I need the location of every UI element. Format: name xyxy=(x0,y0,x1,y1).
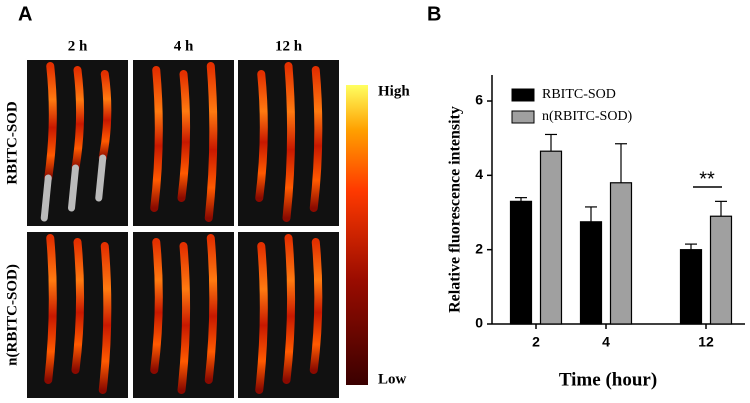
tissue-strand xyxy=(309,66,323,212)
colorbar-low: Low xyxy=(378,371,407,387)
column-label: 2 h xyxy=(68,38,88,54)
colorbar xyxy=(346,85,368,385)
error-bar xyxy=(685,243,697,250)
error-bar xyxy=(515,197,527,202)
error-bar xyxy=(545,133,557,152)
tissue-strand xyxy=(177,242,191,394)
y-tick-label: 6 xyxy=(475,92,483,108)
legend-label: RBITC-SOD xyxy=(542,87,616,102)
y-tick-label: 2 xyxy=(475,240,483,256)
tissue-strand xyxy=(71,66,85,172)
x-tick-label: 2 xyxy=(532,334,540,350)
bar-chart: 0 2 4 6 Relative fluorescence intensity Time … xyxy=(447,75,745,390)
legend-swatch xyxy=(511,88,535,102)
panel-label: B xyxy=(427,3,441,25)
significance-label: ** xyxy=(699,168,715,190)
y-tick-label: 0 xyxy=(475,315,483,331)
bar xyxy=(609,182,633,325)
bar xyxy=(679,249,703,325)
tissue-strand xyxy=(282,234,296,384)
x-axis-title: Time (hour) xyxy=(559,369,657,390)
error-bar xyxy=(715,200,727,217)
panel-label: A xyxy=(18,3,32,25)
error-bar xyxy=(615,143,627,183)
tissue-strand xyxy=(282,62,296,222)
x-tick-label: 12 xyxy=(698,334,714,350)
tissue-strand xyxy=(150,66,163,212)
row-label: n(RBITC-SOD) xyxy=(4,264,20,366)
tissue-strand xyxy=(150,238,163,374)
tissue-strand xyxy=(44,234,57,384)
bar xyxy=(579,221,603,325)
row-label: RBITC-SOD xyxy=(4,101,20,185)
tissue-strand xyxy=(204,234,218,384)
legend-label: n(RBITC-SOD) xyxy=(542,109,633,124)
column-label: 12 h xyxy=(275,38,303,54)
error-bar xyxy=(585,206,597,222)
tissue-strand xyxy=(204,62,218,222)
tissue-strand xyxy=(255,242,268,394)
bar xyxy=(709,215,733,325)
tissue-strand-dim xyxy=(40,174,52,222)
colorbar-high: High xyxy=(378,83,410,99)
tissue-strand-dim xyxy=(95,154,107,202)
tissue-strand xyxy=(44,62,57,182)
column-label: 4 h xyxy=(174,38,194,54)
tissue-strand xyxy=(255,70,268,202)
image-grid: 2 h 4 h 12 h RBITC-SOD n(RBITC-SOD) xyxy=(4,38,339,398)
bar xyxy=(509,200,533,325)
bar xyxy=(539,150,563,325)
tissue-strand xyxy=(71,238,85,374)
legend-swatch xyxy=(511,110,535,124)
x-tick-label: 4 xyxy=(602,334,610,350)
tissue-strand-dim xyxy=(68,164,79,212)
tissue-strand xyxy=(309,238,323,374)
tissue-strand xyxy=(98,242,112,394)
y-tick-label: 4 xyxy=(475,166,483,182)
tissue-strand xyxy=(177,70,191,202)
y-axis-title: Relative fluorescence intensity xyxy=(447,106,464,313)
tissue-strand xyxy=(98,70,112,162)
